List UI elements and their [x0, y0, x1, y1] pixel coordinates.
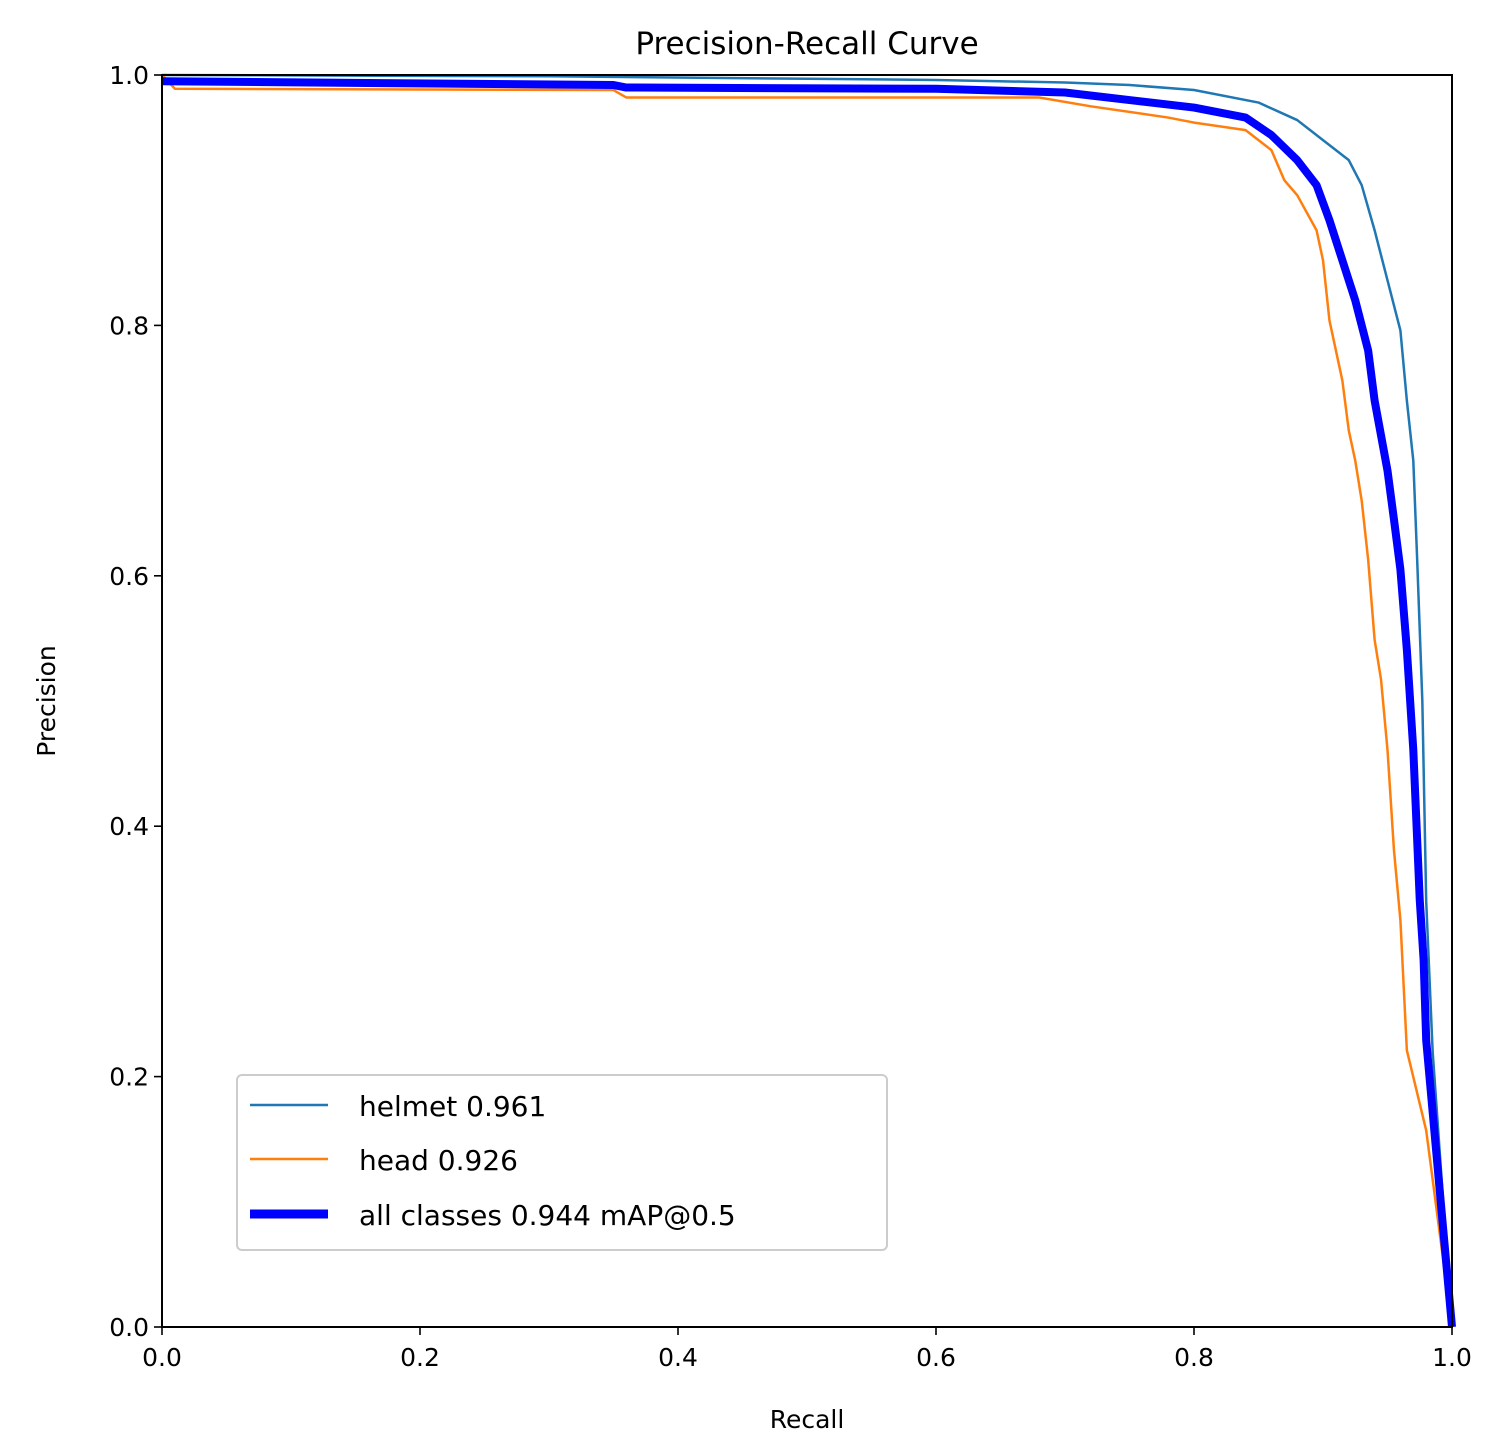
legend-label-all-classes: all classes 0.944 mAP@0.5	[359, 1199, 736, 1232]
legend: helmet 0.961 head 0.926 all classes 0.94…	[236, 1074, 888, 1251]
x-tick-label: 0.8	[1174, 1343, 1214, 1372]
y-tick-label: 0.2	[109, 1063, 149, 1092]
legend-label-helmet: helmet 0.961	[359, 1090, 546, 1123]
x-tick-label: 0.6	[916, 1343, 956, 1372]
y-tick-label: 0.0	[109, 1313, 149, 1342]
chart-title: Precision-Recall Curve	[635, 26, 978, 62]
x-tick-label: 0.0	[142, 1343, 182, 1372]
plot-frame	[161, 74, 1453, 1328]
x-tick-label: 0.2	[400, 1343, 440, 1372]
x-tick-label: 1.0	[1432, 1343, 1472, 1372]
y-axis-label: Precision	[32, 645, 61, 757]
all-classes-curve	[161, 77, 1456, 1328]
legend-label-head: head 0.926	[359, 1144, 518, 1177]
y-tick-label: 0.4	[109, 812, 149, 841]
y-tick-label: 0.8	[109, 311, 149, 340]
y-tick-label: 1.0	[109, 61, 149, 90]
x-axis-label: Recall	[770, 1405, 845, 1434]
head-curve	[161, 74, 1454, 1328]
legend-box	[236, 1074, 888, 1251]
helmet-curve	[161, 73, 1454, 1328]
x-tick-label: 0.4	[658, 1343, 698, 1372]
y-tick-label: 0.6	[109, 562, 149, 591]
